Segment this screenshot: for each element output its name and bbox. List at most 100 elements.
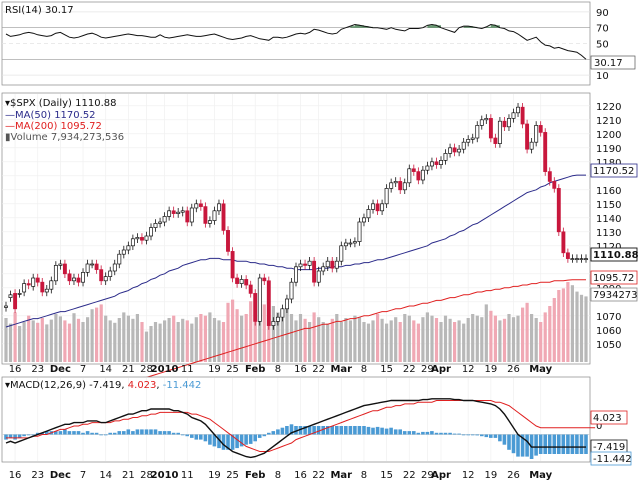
candle-body (420, 169, 425, 181)
volume-bar (271, 306, 275, 362)
volume-bar (330, 318, 334, 362)
volume-bar (366, 323, 371, 362)
macd-hist-bar (380, 427, 384, 435)
candle-body (538, 125, 543, 133)
macd-hist-bar (484, 434, 489, 438)
volume-bar (466, 318, 470, 362)
macd-hist-bar (466, 434, 470, 436)
price-legend: ▾$SPX (Daily) 1110.88 —MA(50) 1170.52 —M… (5, 98, 124, 143)
macd-hist-bar (257, 434, 262, 438)
x-axis-label: Feb (245, 364, 265, 375)
macd-hist-bar (461, 434, 466, 436)
candle-body (94, 263, 99, 270)
x-axis-label: 28 (140, 364, 153, 375)
candle-body (348, 242, 353, 245)
volume-bar (312, 312, 316, 362)
macd-hist-bar (72, 431, 76, 435)
candle-body (525, 123, 530, 150)
x-axis-label: 16 (9, 364, 22, 375)
volume-bar (579, 294, 584, 362)
volume-bar (484, 304, 488, 362)
candle-body (543, 132, 548, 172)
candle-body (76, 277, 81, 283)
volume-bar (439, 322, 443, 362)
candle-body (398, 181, 403, 191)
x-axis-label: 22 (312, 470, 325, 481)
volume-bar (398, 322, 402, 362)
x-axis-label: 26 (507, 470, 520, 481)
volume-bar (294, 320, 298, 362)
macd-hist-bar (85, 431, 90, 435)
volume-bar (385, 323, 389, 362)
macd-hist-bar (194, 434, 199, 440)
price-tick-label: 1150 (596, 200, 621, 211)
candle-body (493, 137, 498, 144)
macd-hist-bar (579, 434, 584, 454)
volume-bar (4, 318, 8, 362)
candle-body (448, 147, 453, 154)
svg-text:1110.88: 1110.88 (593, 250, 639, 261)
price-tick-label: 1130 (596, 228, 621, 239)
volume-bar (99, 304, 103, 362)
candle-body (67, 273, 72, 282)
volume-bar (36, 322, 40, 362)
macd-hist-bar (316, 426, 321, 435)
candle-body (135, 237, 140, 240)
candle-body (321, 266, 326, 272)
macd-hist-bar (470, 434, 475, 436)
x-axis-label: Mar (330, 364, 352, 375)
macd-hist-bar (489, 434, 493, 438)
volume-bar (22, 322, 26, 362)
macd-hist-bar (162, 431, 167, 435)
x-axis-label: 11 (181, 470, 194, 481)
macd-hist-bar (325, 426, 330, 435)
volume-bar (570, 285, 574, 362)
price-tick-label: 1190 (596, 144, 621, 155)
volume-bar (81, 322, 85, 362)
candle-body (221, 203, 226, 231)
candle-body (334, 260, 339, 269)
price-axis: 1220 1210 1200 1190 1180 1160 1150 1140 1130 1120… (596, 102, 621, 351)
candle-body (575, 258, 579, 260)
candle-body (507, 118, 511, 128)
x-axis-label: 25 (226, 470, 239, 481)
volume-bar (49, 319, 53, 362)
macd-hist-bar (276, 429, 280, 435)
macd-hist-bar (335, 426, 339, 435)
x-axis-label: 14 (99, 470, 112, 481)
volume-bar (117, 318, 121, 362)
candle-body (565, 252, 570, 259)
macd-hist-bar (212, 434, 217, 447)
candle-body (416, 171, 421, 181)
x-axis-label: 16 (9, 470, 22, 481)
volume-bar (448, 318, 452, 362)
macd-tags: 4.023 -7.419 -11.442 (590, 410, 632, 466)
macd-hist-bar (230, 434, 235, 450)
candle-body (516, 106, 520, 114)
candle-body (103, 276, 108, 282)
candle-body (167, 210, 172, 217)
volume-bar (462, 323, 466, 362)
macd-hist-bar (375, 426, 380, 435)
candle-body (49, 280, 54, 290)
volume-bar (376, 314, 380, 362)
x-axis-label: 22 (403, 364, 416, 375)
volume-bar (203, 315, 207, 362)
candle-body (226, 230, 230, 252)
candle-body (207, 220, 212, 224)
volume-bar (348, 320, 352, 362)
macd-hist-bar (58, 431, 63, 435)
candle-body (303, 263, 308, 266)
volume-bar (480, 317, 484, 362)
volume-bar (135, 314, 139, 362)
candle-body (443, 153, 448, 161)
x-axis-label: 8 (361, 364, 367, 375)
macd-hist-bar (298, 426, 303, 435)
macd-hist-bar (90, 432, 94, 435)
macd-hist-bar (262, 434, 267, 437)
volume-bar (380, 318, 384, 362)
volume-bars (4, 282, 588, 362)
volume-bar (144, 331, 149, 362)
macd-hist-bar (131, 431, 135, 435)
